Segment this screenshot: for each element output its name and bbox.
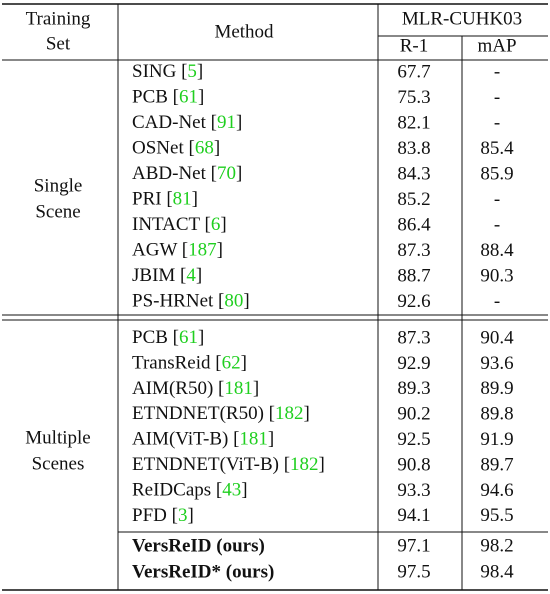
r1-cell: 92.5 — [397, 429, 430, 450]
map-cell: - — [494, 112, 500, 133]
r1-cell: 92.6 — [397, 291, 430, 312]
method-cell: PCB [61] — [132, 327, 204, 348]
r1-cell: 88.7 — [397, 265, 430, 286]
r1-cell: 84.3 — [397, 163, 430, 184]
map-cell: 91.9 — [480, 429, 513, 450]
method-cell: AIM(ViT-B) [181] — [132, 429, 274, 450]
r1-cell: 90.2 — [397, 404, 430, 425]
header-dataset: MLR-CUHK03 — [402, 8, 522, 29]
map-cell: 98.4 — [480, 561, 514, 582]
r1-cell: 97.5 — [397, 561, 430, 582]
r1-cell: 97.1 — [397, 535, 430, 556]
method-cell: VersReID (ours) — [132, 535, 265, 556]
r1-cell: 93.3 — [397, 480, 430, 501]
r1-cell: 94.1 — [397, 505, 430, 526]
header-method: Method — [214, 21, 274, 42]
map-cell: - — [494, 61, 500, 82]
method-cell: PS-HRNet [80] — [132, 291, 250, 312]
map-cell: 89.7 — [480, 454, 513, 475]
method-cell: PCB [61] — [132, 87, 204, 108]
method-cell: TransReid [62] — [132, 353, 247, 374]
group-label: Single — [34, 175, 83, 196]
header-metric: R-1 — [400, 35, 429, 56]
map-cell: 88.4 — [480, 240, 514, 261]
method-cell: ABD-Net [70] — [132, 163, 242, 184]
r1-cell: 86.4 — [397, 214, 431, 235]
r1-cell: 75.3 — [397, 87, 430, 108]
header-set: Training — [26, 8, 91, 29]
group-label: Scenes — [32, 453, 85, 474]
method-cell: SING [5] — [132, 61, 203, 82]
map-cell: 85.4 — [480, 138, 514, 159]
map-cell: 89.9 — [480, 378, 513, 399]
r1-cell: 85.2 — [397, 189, 430, 210]
group-label: Scene — [35, 201, 80, 222]
r1-cell: 89.3 — [397, 378, 430, 399]
method-cell: PFD [3] — [132, 505, 194, 526]
method-cell: ETNDNET(R50) [182] — [132, 404, 310, 425]
map-cell: 90.3 — [480, 265, 513, 286]
method-cell: OSNet [68] — [132, 138, 220, 159]
method-cell: JBIM [4] — [132, 265, 202, 286]
method-cell: ReIDCaps [43] — [132, 480, 248, 501]
r1-cell: 82.1 — [397, 112, 430, 133]
map-cell: 90.4 — [480, 327, 514, 348]
method-cell: AGW [187] — [132, 240, 223, 261]
r1-cell: 87.3 — [397, 327, 430, 348]
map-cell: 98.2 — [480, 535, 513, 556]
r1-cell: 83.8 — [397, 138, 430, 159]
method-cell: CAD-Net [91] — [132, 112, 242, 133]
r1-cell: 87.3 — [397, 240, 430, 261]
map-cell: - — [494, 291, 500, 312]
method-cell: PRI [81] — [132, 189, 198, 210]
map-cell: 94.6 — [480, 480, 513, 501]
r1-cell: 92.9 — [397, 353, 430, 374]
map-cell: 93.6 — [480, 353, 513, 374]
method-cell: AIM(R50) [181] — [132, 378, 259, 399]
header-metric: mAP — [477, 35, 516, 56]
r1-cell: 90.8 — [397, 454, 430, 475]
header-set: Set — [46, 33, 71, 54]
map-cell: - — [494, 87, 500, 108]
method-cell: VersReID* (ours) — [132, 561, 274, 582]
group-label: Multiple — [25, 427, 90, 448]
map-cell: 85.9 — [480, 163, 513, 184]
map-cell: 89.8 — [480, 404, 513, 425]
method-cell: INTACT [6] — [132, 214, 227, 235]
method-cell: ETNDNET(ViT-B) [182] — [132, 454, 325, 475]
map-cell: - — [494, 214, 500, 235]
map-cell: - — [494, 189, 500, 210]
r1-cell: 67.7 — [397, 61, 430, 82]
map-cell: 95.5 — [480, 505, 513, 526]
